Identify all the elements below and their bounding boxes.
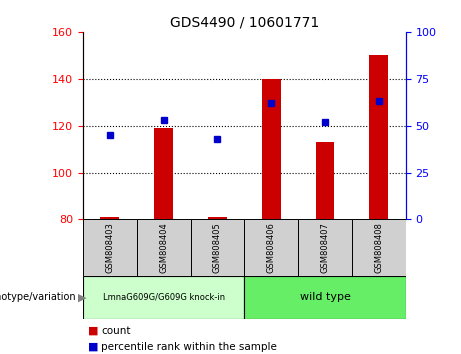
Text: percentile rank within the sample: percentile rank within the sample [101,342,278,352]
Text: GSM808408: GSM808408 [374,222,383,273]
Text: GSM808406: GSM808406 [267,222,276,273]
Text: GSM808404: GSM808404 [159,222,168,273]
Bar [262,79,281,219]
Bar [83,276,244,319]
Bar [316,142,334,219]
Text: genotype/variation: genotype/variation [0,292,78,302]
Bar [208,217,227,219]
Text: GSM808405: GSM808405 [213,222,222,273]
Bar [298,219,352,276]
Bar [244,219,298,276]
Title: GDS4490 / 10601771: GDS4490 / 10601771 [170,15,319,29]
Text: ■: ■ [88,342,98,352]
Bar [137,219,190,276]
Bar [190,219,244,276]
Bar [83,219,137,276]
Text: wild type: wild type [300,292,350,302]
Bar [352,219,406,276]
Text: LmnaG609G/G609G knock-in: LmnaG609G/G609G knock-in [103,293,225,302]
Text: ■: ■ [88,326,98,336]
Text: count: count [101,326,131,336]
Text: GSM808403: GSM808403 [106,222,114,273]
Bar [100,217,119,219]
Bar [369,55,388,219]
Text: GSM808407: GSM808407 [320,222,330,273]
Bar [154,128,173,219]
Text: ▶: ▶ [78,292,87,302]
Bar [244,276,406,319]
